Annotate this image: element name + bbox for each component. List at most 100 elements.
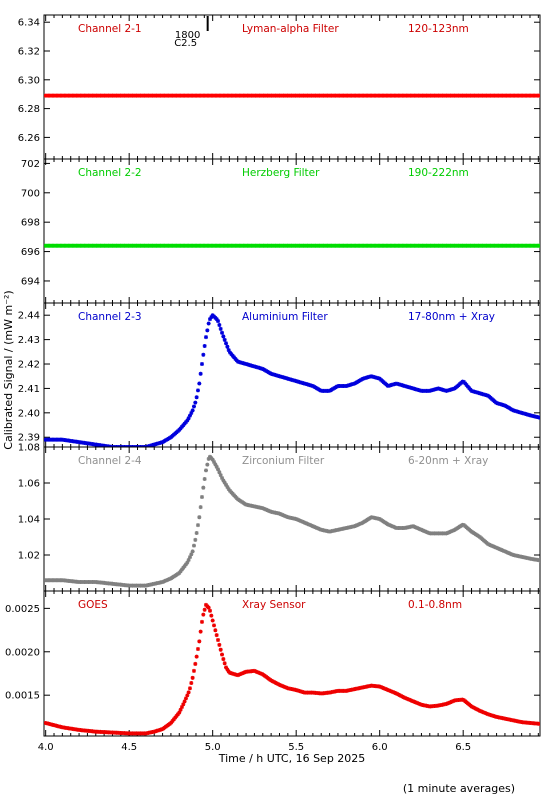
data-point [216,319,221,324]
data-point [194,531,199,536]
data-point [201,352,206,357]
y-tick-label: 2.40 [18,408,40,419]
data-point [226,487,231,492]
data-point [202,607,207,612]
data-point [277,682,282,687]
data-point [203,468,208,473]
data-point [538,415,540,420]
y-tick-label: 2.44 [18,311,40,322]
data-point [538,558,540,563]
data-point [208,608,213,613]
band-label: 190-222nm [408,167,469,179]
data-point [187,555,192,560]
x-tick-label: 6.5 [455,742,471,753]
data-point [179,705,184,709]
y-tick-label: 6.30 [18,75,40,86]
data-point [213,462,218,467]
filter-label: Xray Sensor [242,599,306,611]
data-point [409,698,414,703]
data-point [179,567,184,572]
y-tick-label: 1.08 [18,443,40,454]
data-point [186,416,191,421]
data-point [194,654,199,659]
filter-label: Lyman-alpha Filter [242,23,339,35]
data-point [391,690,396,695]
data-point [209,315,214,320]
data-point [214,464,219,469]
data-point [479,709,484,714]
data-points [44,93,540,98]
channel-label: Channel 2-2 [78,167,142,179]
data-point [170,718,175,723]
y-tick-label: 698 [21,218,40,229]
panel-frame [43,590,541,737]
data-point [224,482,229,487]
data-point [221,478,226,483]
data-point [177,710,182,715]
data-point [194,395,199,400]
band-label: 0.1-0.8nm [408,599,462,611]
data-point [212,623,217,628]
y-tick-label: 0.0025 [5,604,40,615]
data-point [481,710,486,715]
data-point [201,485,206,490]
data-point [189,552,194,557]
data-point [181,565,186,570]
data-point [182,699,187,704]
data-point [451,699,456,704]
data-point [183,696,188,701]
data-point [484,711,489,716]
data-point [216,467,221,472]
data-point [189,681,194,686]
data-point [190,408,195,413]
flare-marker: 1800 C2.5 [174,16,209,49]
data-point [384,687,389,692]
data-points [44,602,540,736]
data-point [226,348,231,353]
data-point [220,652,225,657]
x-tick-label: 6.0 [372,742,388,753]
data-point [217,470,222,475]
y-tick-label: 1.06 [18,479,40,490]
data-point [242,670,247,675]
data-point [202,477,207,482]
data-point [225,667,230,672]
panels-group: 6.26 6.28 6.30 6.32 6.34 Channel 2-1 Lyman-alp… [5,14,541,737]
y-tick-label: 1.02 [18,551,40,562]
flare-time-label: 1800 [175,30,200,41]
data-point [282,684,287,689]
footnote: (1 minute averages) [403,782,515,795]
y-tick-label: 0.0015 [5,691,40,702]
y-tick-label: 0.0020 [5,647,40,658]
data-point [213,628,218,633]
data-points [44,313,540,447]
data-point [191,543,196,548]
data-point [190,549,195,554]
data-point [445,701,450,706]
data-point [380,685,385,690]
data-point [206,456,211,461]
x-tick-label: 5.5 [288,742,304,753]
x-tick-labels: 4.0 4.5 5.0 5.5 6.0 6.5 [38,742,471,753]
data-point [183,562,188,567]
filter-label: Zirconium Filter [242,455,325,467]
data-point [210,618,215,623]
y-tick-label: 696 [21,247,40,258]
x-axis-label: Time / h UTC, 16 Sep 2025 [218,752,366,765]
data-points [44,243,540,248]
data-point [206,321,211,326]
data-point [174,713,179,718]
filter-label: Herzberg Filter [242,167,320,179]
data-point [197,381,202,386]
data-point [198,629,203,634]
data-point [185,693,190,698]
channel-label: GOES [78,599,108,611]
y-tick-label: 2.39 [18,433,40,444]
data-point [388,688,393,693]
data-point [447,700,452,705]
y-tick-label: 2.42 [18,360,40,371]
data-point [199,362,204,367]
data-point [182,564,187,569]
data-point [407,697,412,702]
